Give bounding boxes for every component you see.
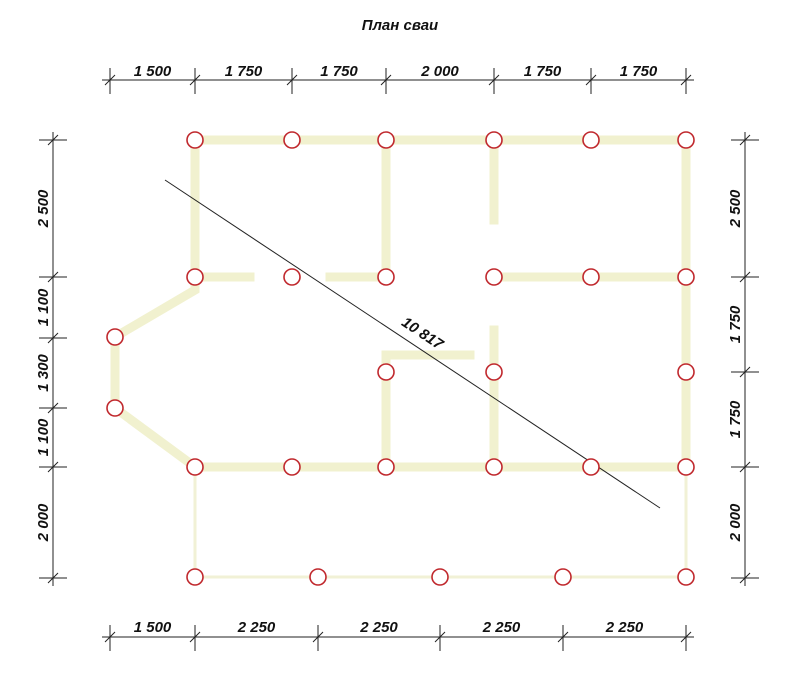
pile bbox=[309, 568, 327, 586]
dimension-label: 2 500 bbox=[35, 189, 52, 228]
tick bbox=[312, 631, 324, 643]
tick bbox=[488, 74, 500, 86]
pile bbox=[485, 131, 503, 149]
pile bbox=[186, 268, 204, 286]
dimension-label: 1 750 bbox=[320, 63, 358, 80]
pile bbox=[106, 328, 124, 346]
dimension-label: 1 750 bbox=[524, 63, 562, 80]
pile bbox=[186, 131, 204, 149]
dimension-label: 1 750 bbox=[225, 63, 263, 80]
dimension-label: 2 000 bbox=[420, 63, 459, 80]
walls bbox=[110, 135, 691, 579]
diagonal-label: 10 817 bbox=[398, 314, 446, 354]
pile bbox=[677, 568, 695, 586]
tick bbox=[104, 74, 116, 86]
tick bbox=[739, 366, 751, 378]
dimension-label: 1 100 bbox=[35, 418, 52, 456]
tick bbox=[189, 74, 201, 86]
tick bbox=[680, 631, 692, 643]
piles bbox=[106, 131, 695, 586]
bay-wall bbox=[110, 135, 202, 474]
tick bbox=[286, 74, 298, 86]
pile bbox=[485, 458, 503, 476]
tick bbox=[47, 271, 59, 283]
tick bbox=[47, 572, 59, 584]
pile bbox=[186, 458, 204, 476]
dimension-label: 2 500 bbox=[727, 189, 744, 228]
pile bbox=[677, 458, 695, 476]
pile bbox=[106, 399, 124, 417]
pile bbox=[377, 268, 395, 286]
pile bbox=[582, 268, 600, 286]
pile bbox=[485, 363, 503, 381]
dimension-label: 2 250 bbox=[605, 619, 644, 636]
tick bbox=[380, 74, 392, 86]
tick bbox=[739, 461, 751, 473]
dimension-label: 1 750 bbox=[620, 63, 658, 80]
pile bbox=[377, 131, 395, 149]
pile bbox=[485, 268, 503, 286]
pile bbox=[677, 131, 695, 149]
tick bbox=[104, 631, 116, 643]
tick bbox=[739, 271, 751, 283]
pile bbox=[283, 458, 301, 476]
dimension-label: 2 000 bbox=[35, 503, 52, 542]
dimension-label: 2 250 bbox=[482, 619, 521, 636]
diagonal-line bbox=[164, 179, 661, 509]
dimension-label: 1 750 bbox=[727, 400, 744, 438]
dimension-label: 1 750 bbox=[727, 305, 744, 343]
dimension-label: 2 250 bbox=[359, 619, 398, 636]
terrace bbox=[193, 467, 688, 579]
dimension-label: 2 250 bbox=[237, 619, 276, 636]
title: План сваи bbox=[362, 17, 438, 34]
tick bbox=[739, 572, 751, 584]
tick bbox=[680, 74, 692, 86]
dimension-label: 1 100 bbox=[35, 288, 52, 326]
dimension-label: 1 300 bbox=[35, 354, 52, 392]
tick bbox=[434, 631, 446, 643]
pile bbox=[377, 458, 395, 476]
pile bbox=[283, 268, 301, 286]
pile bbox=[582, 131, 600, 149]
pile bbox=[554, 568, 572, 586]
outer-wall bbox=[190, 135, 691, 472]
dimension-label: 1 500 bbox=[134, 63, 172, 80]
tick bbox=[585, 74, 597, 86]
pile bbox=[377, 363, 395, 381]
pile bbox=[582, 458, 600, 476]
pile bbox=[677, 363, 695, 381]
tick bbox=[47, 461, 59, 473]
dimension-label: 2 000 bbox=[727, 503, 744, 542]
tick bbox=[557, 631, 569, 643]
tick bbox=[189, 631, 201, 643]
tick bbox=[47, 402, 59, 414]
tick bbox=[47, 332, 59, 344]
tick bbox=[47, 134, 59, 146]
pile bbox=[677, 268, 695, 286]
tick bbox=[739, 134, 751, 146]
dimension-label: 1 500 bbox=[134, 619, 172, 636]
pile bbox=[431, 568, 449, 586]
dimensions: 1 500 1 750 1 750 2 000 1 750 1 750 1 500 2 250… bbox=[35, 63, 759, 651]
pile bbox=[186, 568, 204, 586]
pile bbox=[283, 131, 301, 149]
